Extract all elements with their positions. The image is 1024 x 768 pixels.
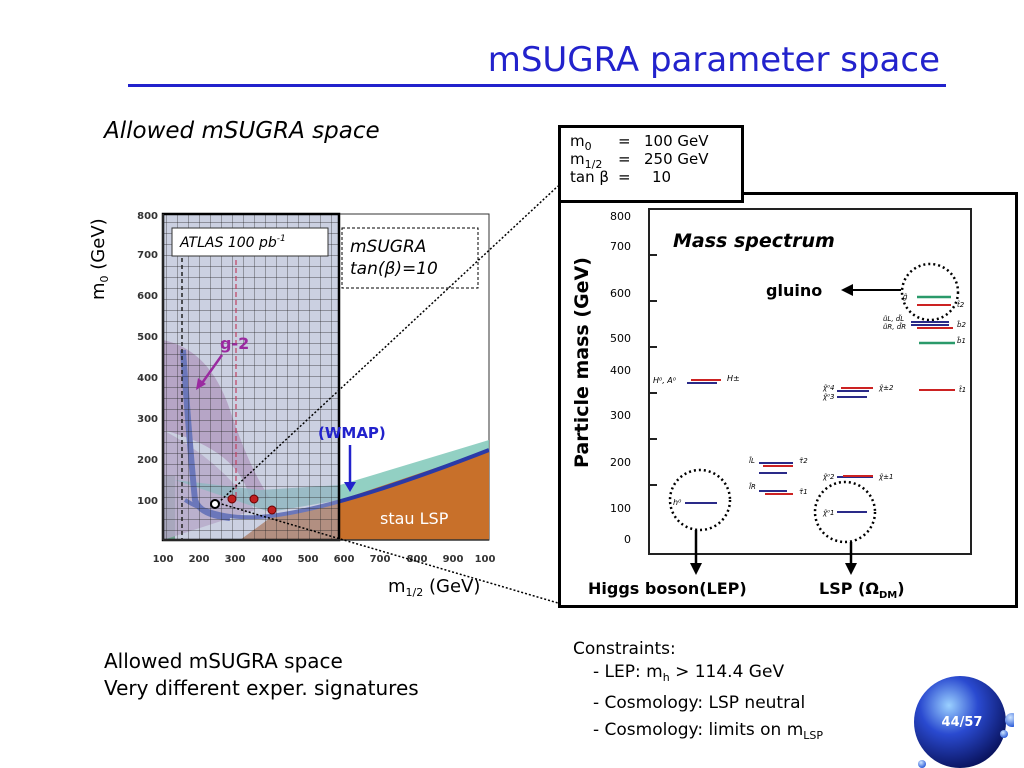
y-tick-label: 100	[137, 496, 158, 507]
svg-text:χ̃⁰4: χ̃⁰4	[822, 384, 834, 392]
higgs-circle	[668, 468, 732, 532]
constraints-list: Constraints: - LEP: mh > 114.4 GeV - Cos…	[573, 638, 823, 749]
svg-text:χ̃±2: χ̃±2	[878, 384, 894, 392]
constraints-heading: Constraints:	[573, 639, 676, 659]
x-tick-label: 100	[475, 554, 496, 565]
y-tick-label: 600	[137, 291, 158, 302]
spectrum-y-axis-label: Particle mass (GeV)	[571, 257, 593, 468]
spectrum-y-tick: 200	[610, 456, 631, 469]
svg-text:ũL, d̃L: ũL, d̃L	[883, 315, 904, 323]
msugra-parameter-plot: 100 200 300 400 500 600 700 800 100 200 …	[137, 211, 496, 565]
gluino-label: gluino	[766, 281, 822, 300]
x-tick-label: 500	[298, 554, 319, 565]
spectrum-y-tick: 500	[610, 332, 631, 345]
summary-line-2: Very different exper. signatures	[104, 676, 419, 700]
g2-arrow	[198, 354, 224, 387]
svg-text:χ̃⁰2: χ̃⁰2	[822, 473, 835, 481]
benchmark-point	[267, 505, 277, 515]
x-tick-label: 200	[189, 554, 210, 565]
spectrum-y-tick: 800	[610, 210, 631, 223]
atlas-label-box	[171, 227, 329, 257]
spectrum-y-tick: 300	[610, 409, 631, 422]
tanbeta-label: tan(β)=10	[350, 259, 438, 279]
param-m12: m1/2 = 250 GeV	[570, 150, 709, 171]
x-tick-label: 900	[443, 554, 464, 565]
msugra-label: mSUGRA	[350, 237, 426, 257]
constraint-lsp-neutral: - Cosmology: LSP neutral	[593, 693, 806, 713]
svg-text:l̃R: l̃R	[749, 483, 756, 491]
svg-text:χ̃⁰1: χ̃⁰1	[822, 509, 834, 517]
x-tick-label: 100	[153, 554, 174, 565]
svg-text:t̃2: t̃2	[957, 301, 965, 309]
lsp-circle	[813, 480, 877, 544]
svg-text:H⁰, A⁰: H⁰, A⁰	[653, 376, 677, 385]
x-tick-label: 400	[262, 554, 283, 565]
left-plot-x-axis-label: m1/2 (GeV)	[388, 576, 481, 599]
constraint-lep: - LEP: mh > 114.4 GeV	[593, 662, 785, 684]
svg-text:l̃L: l̃L	[749, 457, 755, 465]
svg-text:h⁰: h⁰	[673, 498, 682, 507]
x-tick-label: 600	[334, 554, 355, 565]
y-tick-label: 500	[137, 332, 158, 343]
svg-text:g̃: g̃	[903, 293, 908, 301]
lsp-label: LSP (ΩDM)	[819, 579, 905, 599]
summary-text: Allowed mSUGRA space Very different expe…	[104, 648, 419, 702]
atlas-label: ATLAS 100 pb	[179, 235, 277, 251]
param-m0: m0 = 100 GeV	[570, 132, 709, 153]
svg-text:t̃1: t̃1	[959, 386, 966, 394]
spectrum-y-tick: 600	[610, 287, 631, 300]
g2-label: g-2	[220, 334, 249, 353]
svg-text:H±: H±	[727, 374, 740, 383]
summary-line-1: Allowed mSUGRA space	[104, 649, 343, 673]
y-tick-label: 800	[137, 211, 158, 222]
y-tick-label: 200	[137, 455, 158, 466]
svg-text:χ̃±1: χ̃±1	[878, 473, 893, 481]
y-tick-label: 700	[137, 250, 158, 261]
wmap-label: (WMAP)	[318, 424, 386, 442]
stau-lsp-label: stau LSP	[380, 509, 449, 528]
benchmark-parameters-box: m0 = 100 GeV m1/2 = 250 GeV tan β = 10	[558, 125, 744, 203]
gluino-circle	[900, 262, 960, 322]
mass-spectrum-plot: 800 700 600 500 400 300 200 100 0 Mass s…	[588, 208, 972, 599]
x-tick-label: 800	[407, 554, 428, 565]
spectrum-title: Mass spectrum	[673, 230, 835, 252]
param-tanbeta: tan β = 10	[570, 168, 672, 186]
svg-text:χ̃⁰3: χ̃⁰3	[822, 393, 834, 401]
higgs-boson-label: Higgs boson(LEP)	[588, 579, 747, 598]
svg-text:τ̃1: τ̃1	[799, 488, 808, 496]
msugra-label-box	[341, 227, 479, 289]
page-number: 44/57	[942, 715, 983, 730]
allowed-space-heading: Allowed mSUGRA space	[104, 118, 380, 144]
page-number-badge: 44/57	[914, 676, 1014, 768]
x-tick-label: 700	[370, 554, 391, 565]
x-tick-label: 300	[225, 554, 246, 565]
spectrum-y-tick: 0	[624, 533, 631, 546]
constraint-lsp-mass: - Cosmology: limits on mLSP	[593, 720, 824, 742]
svg-text:b̃2: b̃2	[957, 321, 967, 329]
svg-text:b̃1: b̃1	[957, 337, 966, 345]
y-tick-label: 300	[137, 414, 158, 425]
spectrum-y-tick: 400	[610, 364, 631, 377]
svg-text:ATLAS 100 pb-1: ATLAS 100 pb-1	[179, 234, 286, 251]
benchmark-point	[249, 494, 259, 504]
svg-text:ũR, d̃R: ũR, d̃R	[883, 323, 906, 331]
slide-title: mSUGRA parameter space	[487, 40, 940, 80]
spectrum-y-tick: 700	[610, 240, 631, 253]
svg-text:τ̃2: τ̃2	[799, 457, 808, 465]
title-underline	[128, 84, 946, 87]
spectrum-y-tick: 100	[610, 502, 631, 515]
benchmark-point	[227, 494, 237, 504]
y-tick-label: 400	[137, 373, 158, 384]
